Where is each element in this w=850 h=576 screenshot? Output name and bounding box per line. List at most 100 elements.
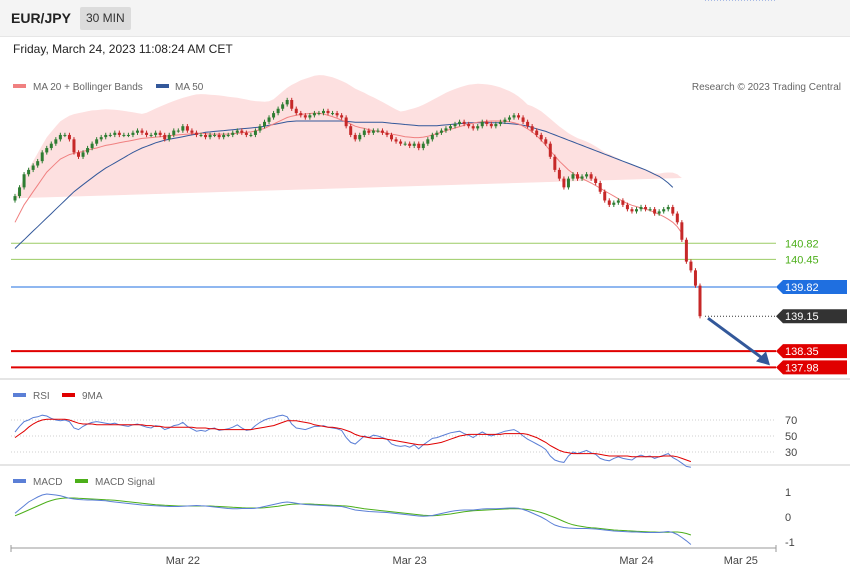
candle-body	[639, 207, 643, 210]
candle-body	[430, 134, 434, 140]
candle-body	[331, 113, 335, 115]
candle-body	[494, 124, 498, 127]
candle-body	[412, 143, 416, 146]
main-legend: MA 20 + Bollinger Bands MA 50	[13, 82, 204, 93]
candle-body	[285, 100, 289, 105]
forecast-arrow	[707, 317, 770, 366]
candle-body	[598, 182, 602, 192]
candle-body	[362, 130, 366, 135]
candle-body	[81, 152, 85, 157]
candle-body	[571, 174, 575, 179]
candle-body	[194, 132, 198, 135]
macd-level-0: 0	[785, 512, 791, 524]
x-axis-label-Mar-25: Mar 25	[724, 555, 758, 567]
candle-body	[576, 174, 580, 179]
rsi-level-50: 50	[785, 431, 797, 443]
candle-body	[253, 130, 257, 135]
candle-body	[344, 117, 348, 127]
macd-line	[14, 493, 692, 545]
candle-body	[353, 134, 357, 140]
candle-body	[698, 285, 702, 317]
candle-body	[512, 115, 516, 118]
legend-macd-signal: MACD Signal	[95, 477, 155, 488]
candle-body	[521, 117, 525, 122]
candle-body	[27, 169, 31, 175]
candle-body	[526, 121, 530, 127]
candle-body	[158, 132, 162, 135]
legend-rsi: RSI	[33, 391, 50, 402]
candle-body	[226, 134, 230, 136]
candle-body	[131, 132, 135, 135]
candle-body	[167, 134, 171, 140]
candle-body	[562, 178, 566, 188]
candle-body	[544, 139, 548, 144]
source-credit: Research © 2023 Trading Central	[692, 82, 841, 93]
price-levels	[11, 0, 776, 369]
candle-body	[240, 130, 244, 133]
candle-body	[634, 209, 638, 212]
price-label-140.82: 140.82	[785, 238, 819, 250]
candle-body	[176, 130, 180, 132]
ma20-line	[14, 112, 683, 234]
x-axis-label-Mar-23: Mar 23	[393, 555, 427, 567]
forecast-arrow-head	[756, 351, 770, 366]
candle-body	[294, 108, 298, 114]
candle-body	[145, 132, 149, 135]
candle-body	[662, 209, 666, 212]
price-tag-138.35	[776, 344, 847, 359]
candle-body	[435, 132, 439, 135]
candle-body	[299, 113, 303, 116]
candle-body	[580, 176, 584, 179]
candle-body	[231, 132, 235, 135]
candle-body	[154, 132, 158, 135]
candle-body	[217, 134, 221, 138]
candle-body	[671, 207, 675, 214]
rsi-level-30: 30	[785, 447, 797, 459]
timeframe-badge[interactable]: 30 MIN	[80, 7, 131, 30]
candle-body	[308, 115, 312, 118]
rsi-line	[14, 414, 691, 468]
candle-body	[67, 134, 71, 140]
candle-body	[199, 134, 203, 136]
candle-body	[45, 148, 49, 153]
legend-macd: MACD	[33, 477, 62, 488]
candle-body	[340, 115, 344, 118]
candle-body	[213, 134, 217, 136]
x-axis-label-Mar-24: Mar 24	[619, 555, 653, 567]
candle-body	[557, 169, 561, 179]
candle-body	[272, 113, 276, 118]
candle-body	[54, 139, 58, 144]
candle-body	[135, 130, 139, 133]
candle-body	[680, 222, 684, 240]
candle-body	[149, 134, 153, 136]
candle-body	[448, 126, 452, 129]
candle-body	[625, 204, 629, 210]
candle-body	[190, 130, 194, 133]
macd-signal-line	[14, 497, 692, 536]
moving-averages	[14, 112, 683, 249]
price-tags: 140.82 140.45 139.82 139.15 138.35 137.98	[776, 238, 847, 375]
candle-body	[376, 130, 380, 132]
candle-body	[471, 126, 475, 129]
legend-rsi-ma: 9MA	[82, 391, 103, 402]
candle-body	[72, 139, 76, 153]
price-tag-text-139.15: 139.15	[785, 311, 819, 323]
candle-body	[612, 202, 616, 205]
candle-body	[675, 213, 679, 223]
price-label-140.45: 140.45	[785, 254, 819, 266]
candle-body	[666, 207, 670, 210]
candle-body	[621, 200, 625, 205]
candle-body	[40, 152, 44, 162]
candle-body	[63, 134, 67, 136]
candle-body	[222, 134, 226, 138]
candle-body	[95, 139, 99, 144]
candle-body	[303, 115, 307, 118]
bollinger-bands	[15, 75, 682, 199]
macd-level-1: 1	[785, 487, 791, 499]
candle-body	[13, 196, 17, 201]
candle-body	[693, 270, 697, 286]
instrument-title: EUR/JPY	[11, 10, 71, 26]
candle-body	[548, 143, 552, 157]
candle-body	[380, 130, 384, 133]
candle-body	[480, 121, 484, 127]
